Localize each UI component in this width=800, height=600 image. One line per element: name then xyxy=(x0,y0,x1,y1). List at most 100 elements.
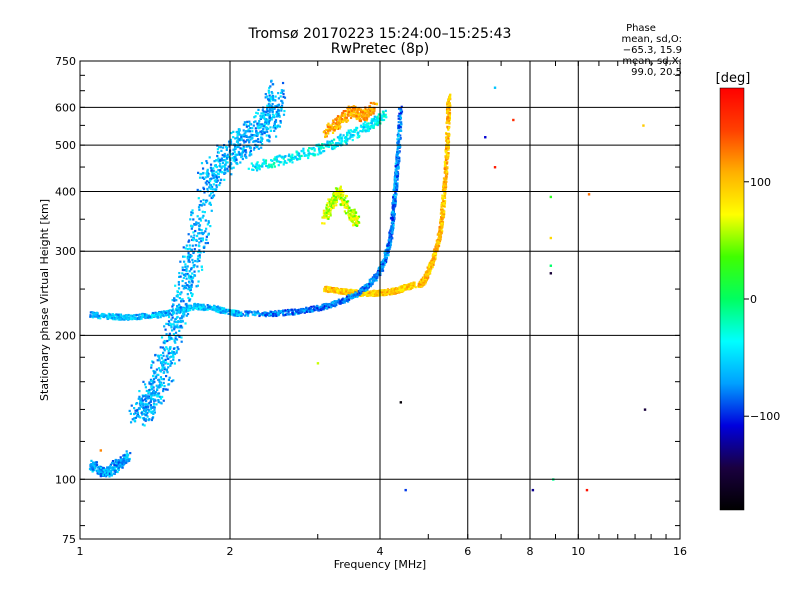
scatter-point xyxy=(350,293,353,296)
scatter-point xyxy=(448,114,451,117)
scatter-point xyxy=(140,402,143,405)
scatter-point xyxy=(162,359,165,362)
scatter-point xyxy=(105,316,108,319)
scatter-point xyxy=(157,386,161,389)
scatter-point xyxy=(376,115,379,118)
scatter-point xyxy=(347,111,351,114)
scatter-point xyxy=(245,313,248,316)
scatter-point xyxy=(197,232,200,235)
scatter-point xyxy=(446,117,449,120)
scatter-point xyxy=(256,166,259,170)
scatter-point xyxy=(400,108,403,111)
scatter-point xyxy=(133,417,136,420)
scatter-point xyxy=(297,152,301,155)
scatter-point xyxy=(207,174,210,177)
scatter-point xyxy=(340,196,343,200)
scatter-point xyxy=(387,244,391,248)
scatter-point xyxy=(206,241,210,245)
scatter-point xyxy=(119,313,122,316)
scatter-point xyxy=(349,110,352,114)
scatter-point xyxy=(150,418,153,422)
scatter-point xyxy=(239,147,242,150)
scatter-point xyxy=(348,216,351,220)
scatter-point xyxy=(142,380,145,383)
scatter-point xyxy=(362,122,365,125)
scatter-point xyxy=(204,308,207,311)
scatter-point xyxy=(133,412,136,416)
scatter-point xyxy=(319,307,322,310)
scatter-point xyxy=(399,289,402,292)
scatter-point xyxy=(173,297,176,300)
scatter-point xyxy=(272,163,275,166)
scatter-point xyxy=(208,156,211,159)
scatter-point xyxy=(260,146,263,149)
scatter-point xyxy=(173,328,176,331)
scatter-point xyxy=(174,341,177,344)
scatter-point xyxy=(208,186,211,189)
scatter-point xyxy=(334,187,338,190)
scatter-point xyxy=(202,198,205,202)
scatter-point xyxy=(163,366,166,369)
scatter-point xyxy=(128,316,131,319)
scatter-point xyxy=(269,85,272,88)
scatter-point xyxy=(357,221,360,224)
scatter-point xyxy=(232,309,235,312)
scatter-point xyxy=(237,311,240,314)
scatter-point xyxy=(387,254,390,257)
scatter-point xyxy=(446,152,449,155)
scatter-point xyxy=(421,279,425,282)
scatter-point xyxy=(396,186,399,189)
scatter-point xyxy=(447,137,450,140)
scatter-point xyxy=(201,239,204,242)
scatter-point xyxy=(442,210,446,213)
scatter-point xyxy=(211,191,214,194)
scatter-point xyxy=(392,225,395,228)
scatter-point xyxy=(379,117,382,120)
scatter-point xyxy=(255,139,258,142)
scatter-point xyxy=(440,219,443,223)
scatter-point xyxy=(130,404,133,407)
scatter-point xyxy=(354,295,358,298)
scatter-point xyxy=(438,234,441,238)
scatter-point xyxy=(224,166,227,170)
scatter-point xyxy=(271,314,275,318)
scatter-point xyxy=(357,293,361,296)
scatter-point xyxy=(351,289,355,292)
scatter-point xyxy=(348,206,351,209)
scatter-point xyxy=(320,147,323,150)
scatter-point xyxy=(143,409,146,412)
scatter-point xyxy=(303,311,306,314)
scatter-point xyxy=(176,325,179,328)
scatter-point xyxy=(347,291,350,295)
scatter-point xyxy=(172,310,175,313)
scatter-point xyxy=(261,165,264,168)
scatter-point xyxy=(325,128,328,131)
scatter-point xyxy=(196,215,199,218)
scatter-point xyxy=(315,304,319,308)
scatter-point xyxy=(448,115,451,118)
scatter-point xyxy=(376,123,379,127)
scatter-point xyxy=(373,277,376,280)
scatter-point xyxy=(366,285,369,288)
scatter-point xyxy=(371,126,374,129)
scatter-point xyxy=(236,132,239,135)
scatter-point xyxy=(187,233,190,236)
scatter-point xyxy=(241,157,244,161)
scatter-point xyxy=(440,222,443,225)
scatter-point xyxy=(193,270,196,273)
scatter-point xyxy=(425,274,428,277)
scatter-point xyxy=(131,317,134,320)
scatter-point xyxy=(224,312,227,315)
scatter-point xyxy=(327,210,330,213)
scatter-point xyxy=(329,124,332,127)
scatter-point xyxy=(182,246,185,249)
scatter-point xyxy=(317,153,320,156)
scatter-point xyxy=(155,403,158,406)
scatter-point xyxy=(198,217,201,221)
scatter-point xyxy=(187,251,190,255)
scatter-point xyxy=(410,286,413,290)
scatter-point xyxy=(153,380,156,384)
scatter-point xyxy=(394,173,397,176)
scatter-point xyxy=(347,296,351,299)
scatter-point xyxy=(171,308,175,311)
